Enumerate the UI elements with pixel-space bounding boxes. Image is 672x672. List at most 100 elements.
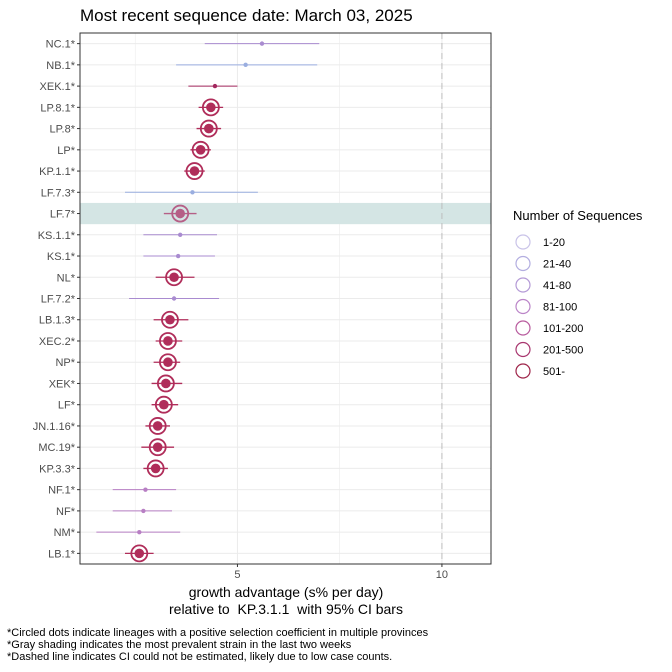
y-tick-label: LB.1.3*: [39, 315, 76, 327]
estimate-point: [171, 296, 177, 301]
lineage-mark: [112, 508, 173, 514]
x-tick-label: 10: [436, 569, 448, 581]
lineage-mark: [124, 544, 154, 563]
estimate-point: [259, 41, 265, 46]
legend-label: 201-500: [543, 345, 583, 357]
legend-label: 81-100: [543, 302, 577, 314]
selection-circle: [159, 353, 177, 372]
selection-circle: [148, 438, 167, 457]
selection-circle: [161, 310, 179, 329]
selection-circle: [185, 162, 204, 180]
estimate-point: [163, 336, 173, 346]
legend-key: [515, 234, 531, 250]
lineage-mark: [204, 41, 320, 46]
footnote-1: *Circled dots indicate lineages with a p…: [7, 627, 429, 639]
selection-circle: [171, 204, 190, 223]
legend-title: Number of Sequences: [513, 208, 643, 223]
selection-circle: [191, 140, 210, 159]
y-tick-label: LP.8*: [50, 124, 76, 136]
y-tick-label: JN.1.16*: [33, 421, 76, 433]
lineage-mark: [96, 529, 181, 535]
selection-circle: [159, 332, 177, 350]
lineage-mark: [188, 83, 238, 89]
legend-label: 101-200: [543, 323, 583, 335]
estimate-point: [175, 253, 181, 259]
lineage-mark: [184, 162, 205, 180]
lineage-mark: [196, 119, 222, 138]
y-tick-label: XEK.1*: [40, 81, 76, 93]
y-tick-label: KP.3.3*: [39, 463, 76, 475]
lineage-mark: [198, 98, 224, 117]
legend-label: 21-40: [543, 259, 571, 271]
lineage-mark: [163, 204, 197, 223]
lineage-mark: [153, 310, 189, 329]
legend-label: 501-: [543, 366, 565, 378]
estimate-point: [163, 357, 173, 368]
y-tick-label: NM*: [54, 527, 76, 539]
selection-circle: [154, 395, 173, 414]
legend-key: [515, 298, 531, 315]
y-tick-label: NB.1*: [46, 60, 75, 72]
y-tick-label: XEK*: [49, 378, 76, 390]
lineage-mark: [151, 374, 183, 393]
y-tick-label: KS.1*: [47, 251, 76, 263]
y-tick-label: NP*: [55, 357, 75, 369]
y-axis-ticks: NC.1* NB.1* XEK.1* LP.8.1* LP.8* LP* KP.1.1* LF…: [33, 39, 80, 560]
y-tick-label: LF*: [58, 400, 76, 412]
lineage-mark: [151, 395, 179, 414]
estimate-point: [177, 232, 183, 237]
y-tick-label: MC.19*: [38, 442, 75, 454]
lineage-mark: [143, 253, 215, 259]
legend-key: [515, 277, 531, 293]
selection-circle: [130, 544, 149, 563]
estimate-point: [190, 190, 195, 195]
estimate-point: [141, 508, 146, 514]
selection-circle: [165, 268, 183, 287]
y-tick-label: KS.1.1*: [38, 230, 76, 242]
lineage-mark: [141, 438, 175, 457]
x-axis-title-line1: growth advantage (s% per day): [189, 584, 384, 600]
selection-circle: [156, 374, 175, 393]
selection-circle: [148, 417, 167, 435]
estimate-point: [165, 314, 175, 325]
lineage-mark: [176, 62, 318, 68]
lineage-mark: [143, 459, 168, 478]
estimate-point: [243, 62, 248, 68]
estimate-point: [169, 272, 179, 283]
lineage-mark: [112, 487, 177, 492]
estimate-point: [161, 378, 171, 389]
lineage-mark: [124, 190, 258, 195]
footnote-3: *Dashed line indicates CI could not be e…: [7, 651, 392, 663]
estimate-point: [150, 463, 161, 474]
selection-circle: [201, 98, 220, 117]
selection-circle: [199, 119, 218, 138]
estimate-point: [134, 548, 145, 559]
legend-label: 1-20: [543, 237, 565, 249]
y-tick-label: NC.1*: [46, 39, 76, 51]
y-tick-label: LF.7.2*: [41, 294, 76, 306]
estimate-point: [195, 145, 206, 155]
lineage-mark: [129, 296, 220, 301]
estimate-point: [189, 166, 200, 176]
lineage-estimates: [96, 41, 320, 563]
x-axis-ticks: 5 10: [234, 564, 448, 581]
lineage-mark: [145, 417, 170, 435]
lineage-mark: [155, 268, 195, 287]
lineage-mark: [155, 332, 183, 350]
lineage-mark: [153, 353, 181, 372]
legend-key: [515, 363, 531, 379]
estimate-point: [152, 442, 163, 452]
y-tick-label: LP*: [57, 145, 75, 157]
lineage-mark: [143, 232, 217, 237]
estimate-point: [206, 102, 216, 113]
estimate-point: [175, 208, 185, 219]
y-tick-label: LF.7*: [50, 209, 76, 221]
x-axis-title-line2: relative to KP.3.1.1 with 95% CI bars: [169, 601, 403, 617]
legend-key: [515, 320, 531, 336]
y-tick-label: XEC.2*: [39, 336, 76, 348]
estimate-point: [143, 487, 148, 492]
estimate-point: [152, 421, 163, 431]
y-tick-label: LP.8.1*: [40, 102, 75, 114]
y-tick-label: NL*: [57, 272, 76, 284]
